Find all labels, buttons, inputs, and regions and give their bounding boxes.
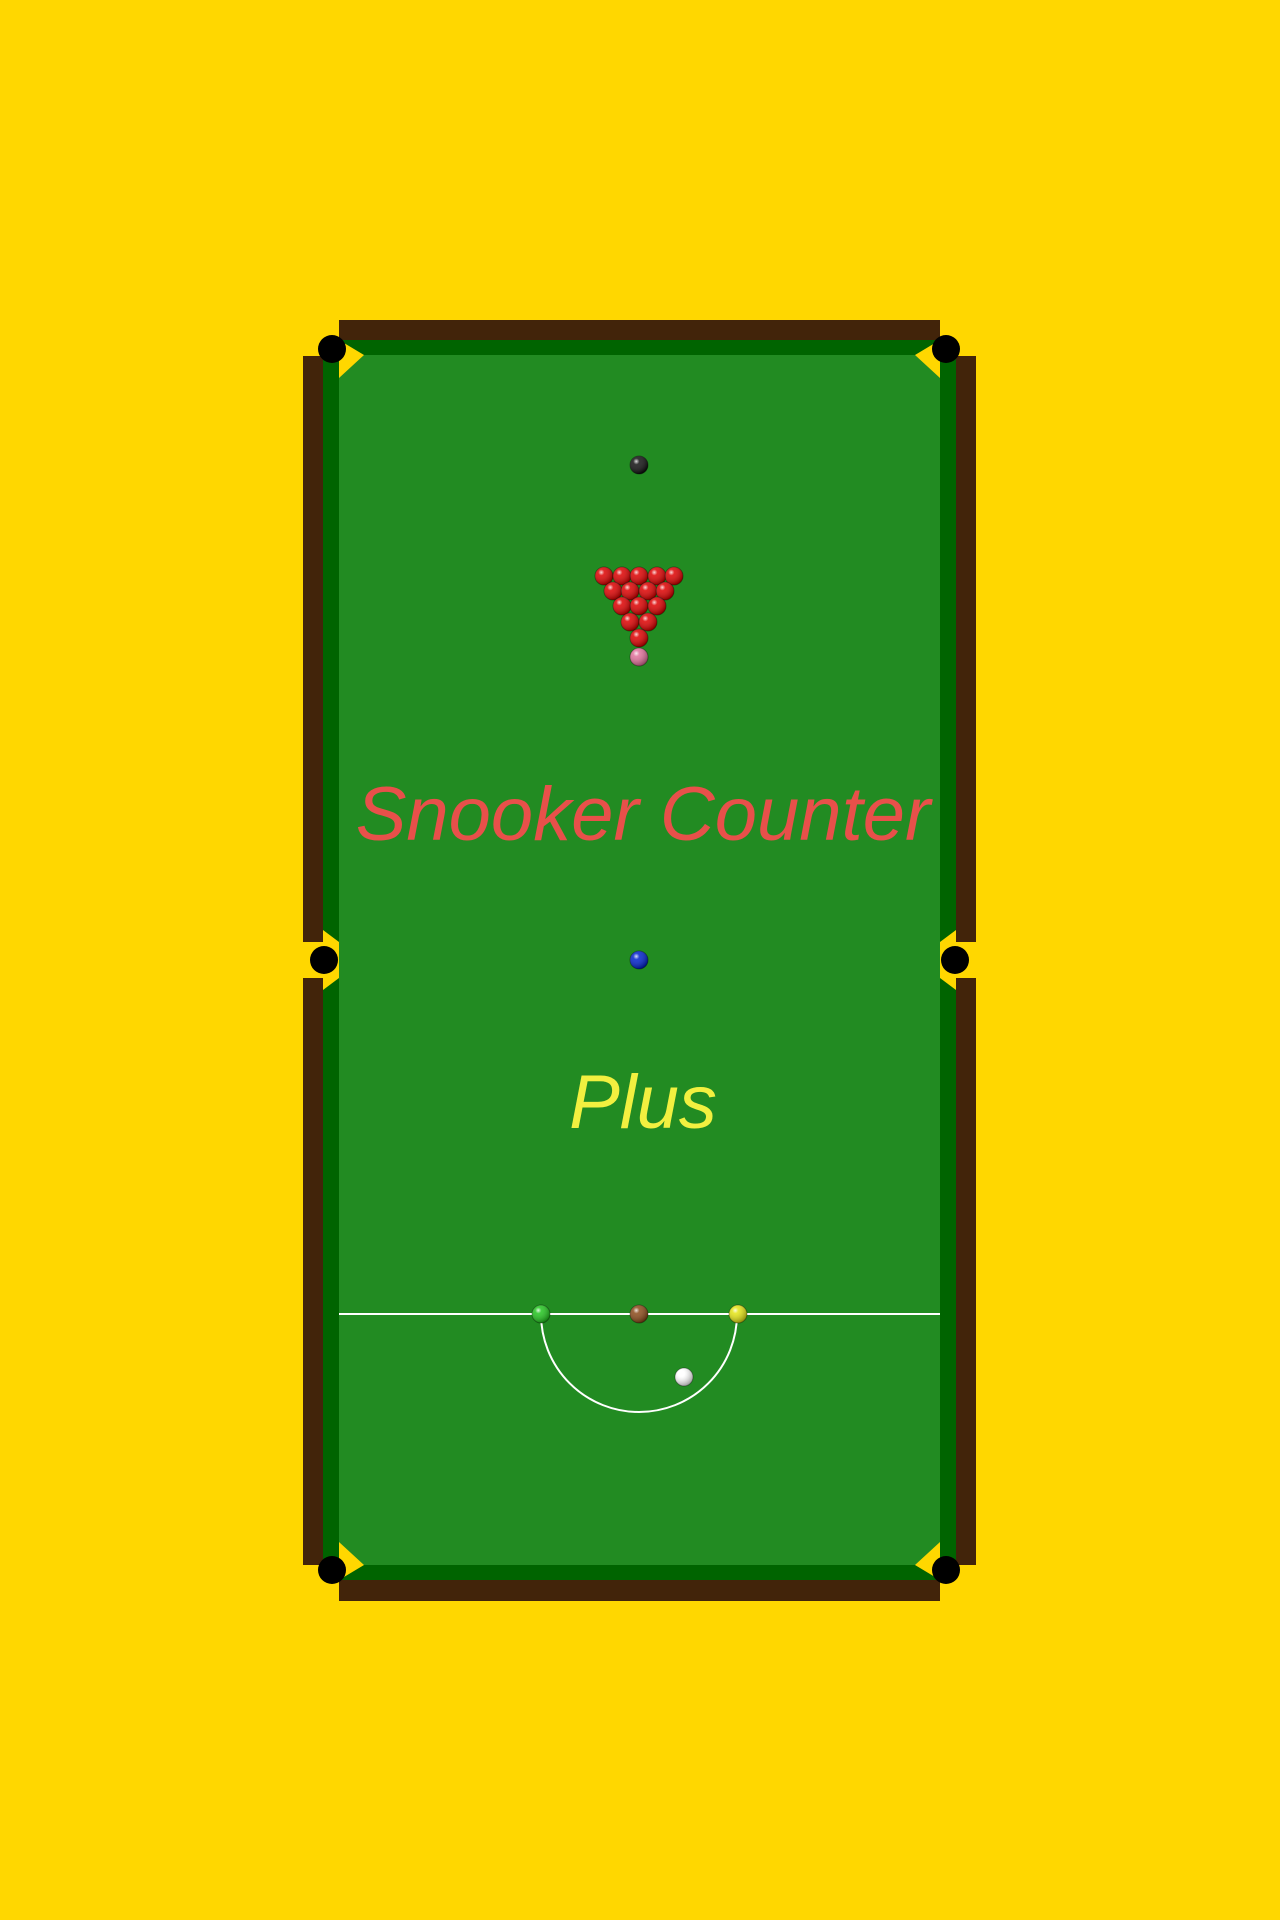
ball-gloss	[639, 613, 657, 631]
ball-gloss	[613, 597, 631, 615]
cushion-right-upper	[956, 356, 976, 942]
rail-right-upper	[940, 356, 956, 942]
pocket-bottom-right	[932, 1556, 960, 1584]
cushion-bottom	[339, 1580, 940, 1601]
ball-gloss	[665, 567, 683, 585]
cushion-left-upper	[303, 356, 323, 942]
ball-gloss	[648, 597, 666, 615]
pocket-middle-left	[310, 946, 338, 974]
pocket-top-left	[318, 335, 346, 363]
ball-gloss	[532, 1305, 550, 1323]
ball-gloss	[630, 456, 648, 474]
ball-gloss	[656, 582, 674, 600]
pocket-bottom-left	[318, 1556, 346, 1584]
ball-gloss	[630, 597, 648, 615]
ball-gloss	[729, 1305, 747, 1323]
ball-gloss	[675, 1368, 693, 1386]
ball-gloss	[630, 567, 648, 585]
ball-gloss	[630, 1305, 648, 1323]
ball-gloss	[630, 951, 648, 969]
pocket-middle-right	[941, 946, 969, 974]
rail-top	[339, 340, 940, 355]
ball-gloss	[630, 629, 648, 647]
cushion-left-lower	[303, 978, 323, 1565]
baulk-d	[540, 1313, 738, 1413]
app-title: Snooker Counter	[355, 772, 931, 857]
ball-gloss	[621, 613, 639, 631]
ball-gloss	[630, 648, 648, 666]
rail-right-lower	[940, 978, 956, 1565]
rail-left-lower	[323, 978, 339, 1565]
ball-gloss	[613, 567, 631, 585]
rail-bottom	[339, 1565, 940, 1580]
cushion-right-lower	[956, 978, 976, 1565]
ball-gloss	[595, 567, 613, 585]
ball-gloss	[639, 582, 657, 600]
cushion-top	[339, 320, 940, 340]
rail-left-upper	[323, 356, 339, 942]
ball-gloss	[604, 582, 622, 600]
ball-gloss	[648, 567, 666, 585]
ball-gloss	[621, 582, 639, 600]
pocket-top-right	[932, 335, 960, 363]
app-subtitle: Plus	[569, 1060, 717, 1145]
